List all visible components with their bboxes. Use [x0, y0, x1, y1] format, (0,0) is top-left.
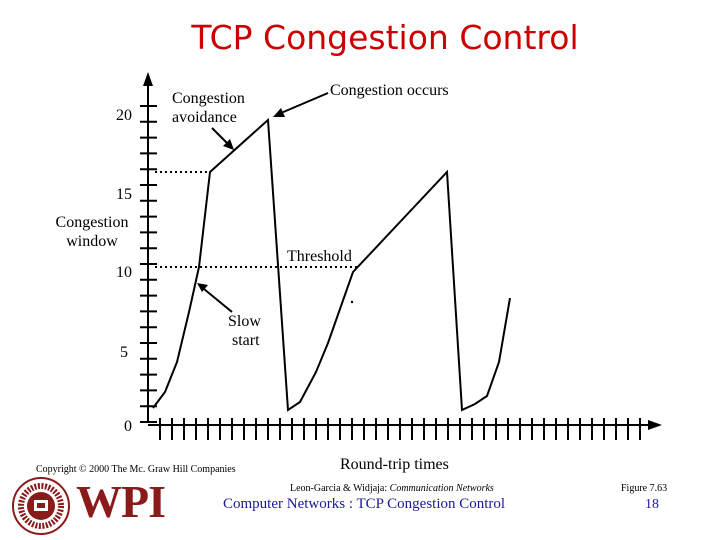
threshold-label: Threshold: [287, 248, 352, 265]
congestion-avoidance-line-2: avoidance: [172, 109, 237, 126]
page-number: 18: [645, 497, 659, 512]
footer-title: Computer Networks : TCP Congestion Contr…: [223, 496, 506, 512]
congestion-occurs-arrowhead: [273, 108, 285, 117]
figure-number: Figure 7.63: [621, 483, 668, 494]
slow-start-line-1: Slow: [228, 313, 261, 330]
y-axis-label-line-2: window: [66, 233, 118, 250]
citation-book-title: Communication Networks: [389, 483, 494, 494]
y-axis-label-line-1: Congestion: [55, 214, 129, 231]
congestion-avoidance-arrow: [211, 127, 229, 145]
slide-title: TCP Congestion Control: [191, 18, 579, 57]
y-axis-label: Congestion window: [42, 213, 142, 251]
y-tick-label-15: 15: [116, 186, 132, 203]
book-citation: Leon-Garcia & Widjaja: Communication Net…: [290, 483, 494, 494]
congestion-occurs-label: Congestion occurs: [330, 82, 449, 99]
y-tick-label-10: 10: [116, 264, 132, 281]
x-axis-ticks: [159, 418, 641, 440]
y-axis-arrowhead: [143, 72, 153, 86]
slow-start-arrowhead: [197, 283, 208, 292]
x-axis-arrowhead: [648, 420, 662, 430]
y-tick-label-0: 0: [124, 418, 132, 435]
y-tick-label-5: 5: [120, 344, 128, 361]
copyright-notice: Copyright © 2000 The Mc. Graw Hill Compa…: [36, 464, 236, 475]
slow-start-line-2: start: [232, 332, 260, 349]
slow-start-arrow: [203, 288, 233, 313]
y-tick-label-20: 20: [116, 107, 132, 124]
citation-authors: Leon-Garcia & Widjaja:: [290, 483, 388, 494]
x-axis-label: Round-trip times: [340, 456, 449, 473]
congestion-window-curve: [152, 117, 511, 412]
threshold-dot: [350, 300, 354, 304]
congestion-avoidance-arrowhead: [223, 139, 234, 150]
wpi-logo-text: WPI: [76, 476, 166, 527]
slow-start-label: Slow start: [228, 312, 261, 350]
congestion-avoidance-label: Congestion avoidance: [172, 89, 245, 127]
congestion-occurs-arrow: [280, 92, 329, 114]
congestion-avoidance-line-1: Congestion: [172, 90, 245, 107]
